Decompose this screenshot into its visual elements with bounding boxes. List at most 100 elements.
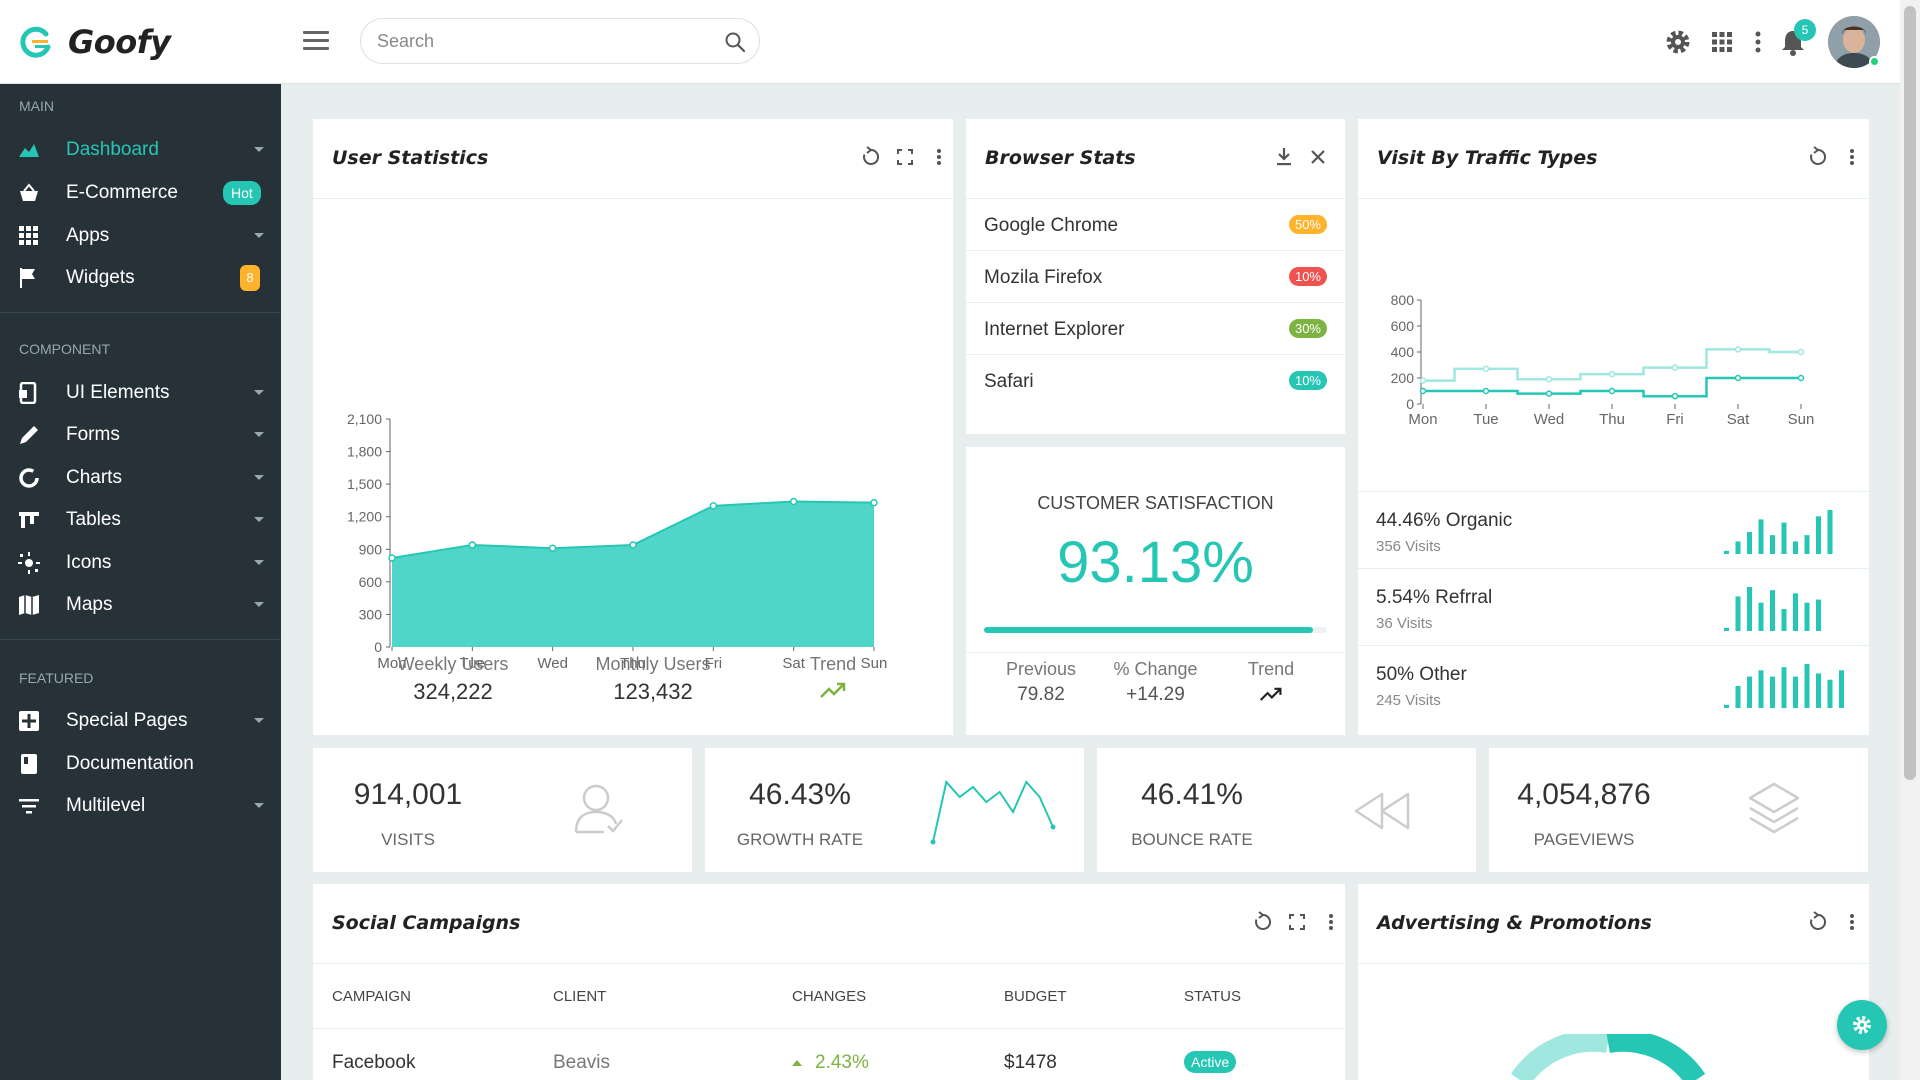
x-tick-label: Wed: [537, 655, 568, 672]
more-vertical-icon[interactable]: [927, 145, 951, 169]
more-vertical-icon[interactable]: [1840, 910, 1864, 934]
search-input[interactable]: [377, 31, 707, 52]
campaign-change: 2.43%: [815, 1052, 869, 1073]
browser-percent-badge: 30%: [1288, 319, 1327, 338]
chevron-down-icon: [254, 233, 264, 238]
refresh-icon[interactable]: [859, 145, 883, 169]
chevron-down-icon: [254, 602, 264, 607]
data-point: [388, 554, 396, 562]
settings-gear-icon[interactable]: [1662, 26, 1694, 58]
download-icon[interactable]: [1272, 145, 1296, 169]
column-header-campaign[interactable]: CAMPAIGN: [332, 988, 411, 1005]
x-tick-label: Wed: [1534, 411, 1565, 428]
sidebar-item-special-pages[interactable]: Special Pages: [0, 700, 281, 742]
traffic-types-card: Visit By Traffic Types 0 200 400 600 800 Mon T…: [1358, 119, 1869, 735]
stat-caption: GROWTH RATE: [736, 830, 864, 849]
bounce-rate-card: 46.41% BOUNCE RATE: [1097, 748, 1476, 872]
y-tick-label: 2,100: [347, 411, 382, 427]
sidebar-item-widgets[interactable]: Widgets 8: [0, 257, 281, 299]
fullscreen-icon[interactable]: [1285, 910, 1309, 934]
sparkline-bar: [1793, 593, 1798, 631]
x-tick-label: Sat: [782, 655, 805, 672]
sparkline-bar: [1770, 590, 1775, 631]
close-icon[interactable]: [1306, 145, 1330, 169]
sparkline-bar: [1793, 541, 1798, 554]
data-point: [548, 544, 557, 552]
data-point: [1545, 390, 1553, 397]
data-point: [1482, 387, 1490, 395]
sidebar-item-maps[interactable]: Maps: [0, 584, 281, 626]
sidebar-item-tables[interactable]: Tables: [0, 499, 281, 541]
menu-toggle-icon[interactable]: [303, 31, 329, 53]
fullscreen-icon[interactable]: [893, 145, 917, 169]
column-header-status[interactable]: STATUS: [1184, 988, 1241, 1005]
traffic-row-other: 50% Other 245 Visits: [1358, 645, 1869, 722]
sparkline-bar: [1804, 664, 1810, 708]
sidebar-item-documentation[interactable]: Documentation: [0, 743, 281, 785]
more-vertical-icon[interactable]: [1319, 910, 1343, 934]
y-tick-label: 1,200: [347, 509, 382, 525]
scrollbar-thumb[interactable]: [1904, 6, 1916, 780]
stat-label: Weekly Users: [397, 654, 509, 674]
data-point: [1419, 377, 1427, 384]
sidebar-item-forms[interactable]: Forms: [0, 414, 281, 456]
chevron-down-icon: [254, 432, 264, 437]
satisfaction-progress-fill: [984, 627, 1314, 633]
card-header-divider: [313, 198, 953, 199]
chevron-down-icon: [254, 390, 264, 395]
column-header-changes[interactable]: CHANGES: [792, 988, 867, 1005]
page-scrollbar[interactable]: [1900, 0, 1920, 1080]
stat-value: 79.82: [1017, 684, 1065, 705]
y-tick-label: 400: [1391, 344, 1415, 360]
chevron-down-icon: [254, 560, 264, 565]
traffic-visits: 36 Visits: [1376, 615, 1433, 632]
flag-icon: [20, 268, 35, 288]
browser-percent-badge: 10%: [1288, 371, 1327, 390]
y-tick-label: 0: [374, 639, 382, 655]
trending-up-icon: [820, 682, 846, 698]
sidebar-item-apps[interactable]: Apps: [0, 215, 281, 257]
sparkline-bar: [1735, 541, 1741, 554]
stat-caption: VISITS: [381, 830, 435, 849]
sparkline-bar: [1793, 676, 1798, 708]
brand[interactable]: Goofy: [18, 18, 218, 66]
x-tick-label: Sun: [861, 655, 888, 672]
area-fill: [392, 501, 874, 647]
x-tick-label: Mon: [1408, 411, 1437, 428]
data-point: [1734, 346, 1742, 353]
y-tick-label: 0: [1406, 396, 1414, 412]
card-title: Advertising & Promotions: [1377, 912, 1652, 934]
sparkline-bar: [1758, 602, 1764, 631]
special-pages-icon: [19, 711, 39, 731]
search-box[interactable]: [360, 18, 760, 64]
column-header-budget[interactable]: BUDGET: [1004, 988, 1067, 1005]
refresh-icon[interactable]: [1806, 145, 1830, 169]
data-point: [1482, 365, 1490, 373]
sidebar-section-component: COMPONENT: [19, 341, 110, 357]
browser-stats-card: Browser Stats Google Chrome 50% Mozila F…: [966, 119, 1345, 434]
sparkline-bar: [1827, 510, 1833, 554]
data-point: [1608, 387, 1616, 395]
sidebar-item-icons[interactable]: Icons: [0, 542, 281, 584]
sidebar-item-dashboard[interactable]: Dashboard: [0, 129, 281, 171]
sparkline-bar: [1781, 609, 1787, 631]
more-vertical-icon[interactable]: [1840, 145, 1864, 169]
card-header-divider: [313, 963, 1345, 964]
settings-fab[interactable]: [1837, 1000, 1887, 1050]
refresh-icon[interactable]: [1806, 910, 1830, 934]
search-icon[interactable]: [723, 30, 747, 54]
refresh-icon[interactable]: [1251, 910, 1275, 934]
sparkline-bar: [1804, 535, 1810, 554]
apps-grid-icon[interactable]: [1706, 26, 1738, 58]
social-campaigns-card: Social Campaigns: [313, 884, 1345, 1080]
sidebar-item-ui-elements[interactable]: UI Elements: [0, 372, 281, 414]
more-vertical-icon[interactable]: [1742, 26, 1774, 58]
stat-label: Previous: [1005, 659, 1077, 679]
sidebar-item-multilevel[interactable]: Multilevel: [0, 785, 281, 827]
sidebar-item-ecommerce[interactable]: E-Commerce Hot: [0, 172, 281, 214]
column-header-client[interactable]: CLIENT: [553, 988, 607, 1005]
x-tick-label: Sat: [1727, 411, 1750, 428]
sparkline-bar: [1747, 587, 1752, 631]
sidebar-item-charts[interactable]: Charts: [0, 457, 281, 499]
chevron-down-icon: [254, 475, 264, 480]
